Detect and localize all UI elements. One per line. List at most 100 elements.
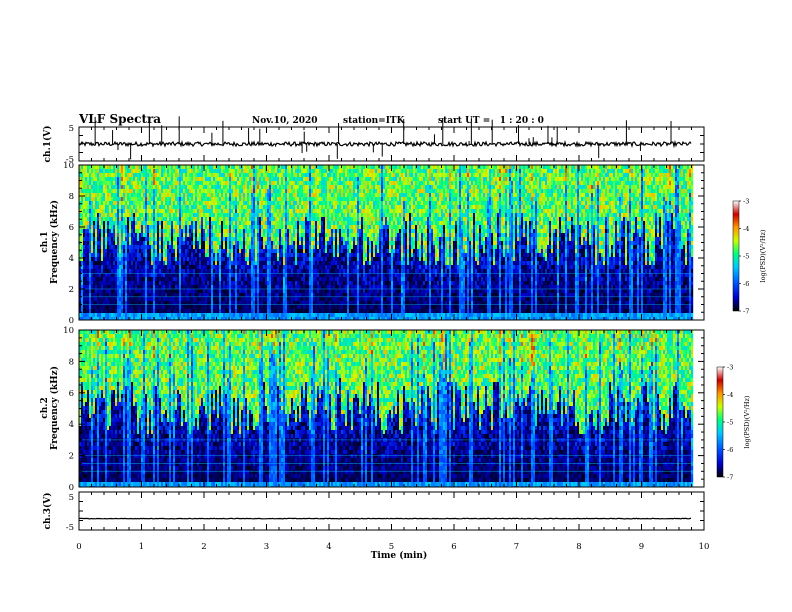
psd-cell [137,185,139,189]
psd-cell [231,253,233,257]
psd-cell [205,237,207,241]
psd-cell [279,261,281,265]
psd-cell [243,241,245,245]
psd-cell [167,253,169,257]
psd-cell [167,241,169,245]
psd-cell [215,209,217,213]
psd-cell [247,245,249,249]
psd-cell [185,269,187,273]
psd-cell [83,297,85,301]
psd-cell [225,253,227,257]
psd-cell [281,217,283,221]
psd-cell [185,245,187,249]
psd-cell [279,229,281,233]
psd-cell [87,169,89,173]
psd-cell [239,289,241,293]
psd-cell [299,309,301,313]
psd-cell [275,189,277,193]
psd-cell [113,229,115,233]
psd-cell [311,237,313,241]
psd-cell [137,201,139,205]
psd-cell [167,181,169,185]
psd-cell [197,289,199,293]
psd-cell [103,297,105,301]
psd-cell [177,237,179,241]
psd-cell [175,249,177,253]
psd-cell [141,233,143,237]
psd-cell [171,201,173,205]
psd-cell [143,313,145,317]
psd-cell [197,189,199,193]
psd-cell [227,233,229,237]
psd-cell [165,197,167,201]
psd-cell [187,261,189,265]
psd-cell [307,265,309,269]
psd-cell [131,225,133,229]
psd-cell [269,309,271,313]
psd-cell [193,261,195,265]
psd-cell [179,261,181,265]
psd-cell [221,281,223,285]
psd-cell [155,265,157,269]
psd-cell [305,201,307,205]
psd-cell [181,177,183,181]
psd-cell [191,185,193,189]
psd-cell [133,169,135,173]
psd-cell [145,269,147,273]
psd-cell [315,285,317,289]
psd-cell [95,165,97,169]
psd-cell [171,241,173,245]
psd-cell [303,249,305,253]
psd-cell [271,173,273,177]
psd-cell [293,305,295,309]
psd-cell [107,309,109,313]
psd-cell [285,249,287,253]
psd-cell [241,285,243,289]
psd-cell [277,209,279,213]
psd-cell [247,253,249,257]
psd-cell [291,213,293,217]
psd-cell [211,165,213,169]
psd-cell [169,205,171,209]
psd-cell [291,201,293,205]
psd-cell [229,189,231,193]
psd-cell [301,177,303,181]
psd-cell [133,213,135,217]
psd-cell [205,181,207,185]
psd-cell [115,265,117,269]
psd-cell [245,265,247,269]
psd-cell [119,241,121,245]
psd-cell [179,249,181,253]
psd-cell [259,277,261,281]
psd-cell [147,205,149,209]
psd-cell [279,305,281,309]
psd-cell [125,241,127,245]
psd-cell [253,281,255,285]
psd-cell [301,257,303,261]
psd-cell [269,257,271,261]
psd-cell [319,277,321,281]
psd-cell [325,205,327,209]
psd-cell [309,269,311,273]
psd-cell [239,309,241,313]
psd-cell [197,297,199,301]
psd-cell [155,221,157,225]
psd-cell [113,197,115,201]
psd-cell [283,309,285,313]
psd-cell [221,253,223,257]
psd-cell [243,221,245,225]
psd-cell [251,285,253,289]
psd-cell [321,173,323,177]
psd-cell [313,165,315,169]
psd-cell [165,249,167,253]
psd-cell [301,225,303,229]
psd-cell [167,237,169,241]
psd-cell [151,181,153,185]
psd-cell [305,305,307,309]
psd-cell [245,225,247,229]
psd-cell [193,289,195,293]
psd-cell [265,261,267,265]
psd-cell [179,213,181,217]
psd-cell [97,209,99,213]
psd-cell [149,297,151,301]
